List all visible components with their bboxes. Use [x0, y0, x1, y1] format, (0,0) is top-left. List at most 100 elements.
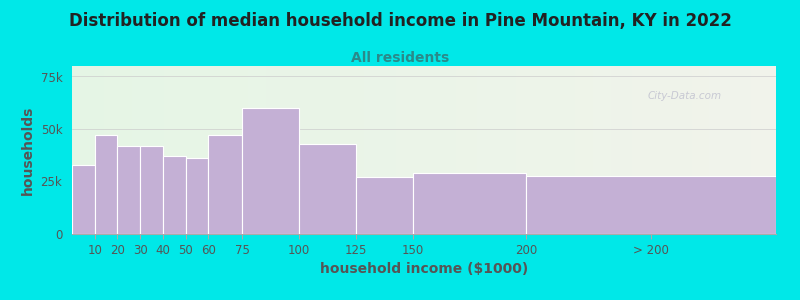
Bar: [216, 66, 220, 234]
Bar: [744, 66, 748, 234]
Bar: [663, 66, 667, 234]
Bar: [135, 66, 139, 234]
Bar: [638, 66, 642, 234]
Bar: [163, 156, 186, 234]
Bar: [128, 66, 132, 234]
Bar: [618, 66, 621, 234]
Bar: [308, 66, 311, 234]
Bar: [142, 66, 146, 234]
Bar: [382, 66, 386, 234]
Bar: [93, 66, 97, 234]
Bar: [132, 66, 135, 234]
Bar: [646, 66, 650, 234]
Bar: [424, 66, 427, 234]
Bar: [730, 66, 734, 234]
Bar: [346, 66, 350, 234]
Bar: [286, 66, 290, 234]
Bar: [522, 66, 526, 234]
Bar: [186, 158, 208, 234]
Bar: [188, 66, 192, 234]
Bar: [575, 66, 579, 234]
Bar: [434, 66, 438, 234]
Bar: [593, 66, 597, 234]
Bar: [125, 66, 128, 234]
Bar: [301, 66, 304, 234]
Bar: [220, 66, 223, 234]
Bar: [223, 66, 227, 234]
Bar: [192, 66, 195, 234]
Bar: [107, 66, 110, 234]
Bar: [269, 66, 273, 234]
Bar: [445, 66, 449, 234]
Bar: [227, 66, 230, 234]
Bar: [579, 66, 582, 234]
Bar: [185, 66, 188, 234]
Bar: [181, 66, 185, 234]
Bar: [709, 66, 713, 234]
Bar: [195, 66, 198, 234]
Bar: [565, 66, 568, 234]
Bar: [568, 66, 572, 234]
Bar: [230, 66, 234, 234]
Bar: [720, 66, 723, 234]
Bar: [766, 66, 769, 234]
Bar: [386, 66, 389, 234]
Bar: [477, 66, 480, 234]
Bar: [597, 66, 600, 234]
Bar: [667, 66, 670, 234]
Bar: [100, 66, 104, 234]
Bar: [163, 66, 167, 234]
Bar: [122, 66, 125, 234]
Bar: [550, 66, 554, 234]
Bar: [702, 66, 706, 234]
Bar: [157, 66, 160, 234]
Bar: [466, 66, 470, 234]
Bar: [208, 135, 242, 234]
Bar: [628, 66, 632, 234]
Bar: [322, 66, 326, 234]
Bar: [364, 66, 368, 234]
Bar: [547, 66, 550, 234]
Bar: [685, 66, 688, 234]
Bar: [72, 66, 75, 234]
Bar: [484, 66, 487, 234]
Bar: [241, 66, 245, 234]
Bar: [110, 66, 114, 234]
Bar: [326, 66, 329, 234]
Bar: [519, 66, 522, 234]
Bar: [339, 66, 343, 234]
Bar: [734, 66, 738, 234]
Bar: [178, 66, 181, 234]
Bar: [632, 66, 635, 234]
Bar: [294, 66, 298, 234]
Bar: [290, 66, 294, 234]
Bar: [431, 66, 434, 234]
Bar: [498, 66, 502, 234]
Bar: [79, 66, 82, 234]
Bar: [533, 66, 537, 234]
Bar: [206, 66, 210, 234]
Bar: [427, 66, 431, 234]
Bar: [678, 66, 681, 234]
Bar: [635, 66, 638, 234]
Text: City-Data.com: City-Data.com: [647, 91, 722, 101]
Bar: [751, 66, 755, 234]
Bar: [392, 66, 396, 234]
Bar: [343, 66, 346, 234]
Bar: [660, 66, 663, 234]
Bar: [82, 66, 86, 234]
Bar: [114, 66, 118, 234]
Bar: [140, 146, 163, 234]
Bar: [642, 66, 646, 234]
Bar: [773, 66, 776, 234]
Bar: [691, 66, 695, 234]
Bar: [449, 66, 452, 234]
Bar: [515, 66, 519, 234]
Bar: [238, 66, 241, 234]
Bar: [160, 66, 163, 234]
Bar: [421, 66, 424, 234]
Bar: [90, 66, 93, 234]
Bar: [174, 66, 178, 234]
Bar: [368, 66, 371, 234]
Bar: [491, 66, 494, 234]
